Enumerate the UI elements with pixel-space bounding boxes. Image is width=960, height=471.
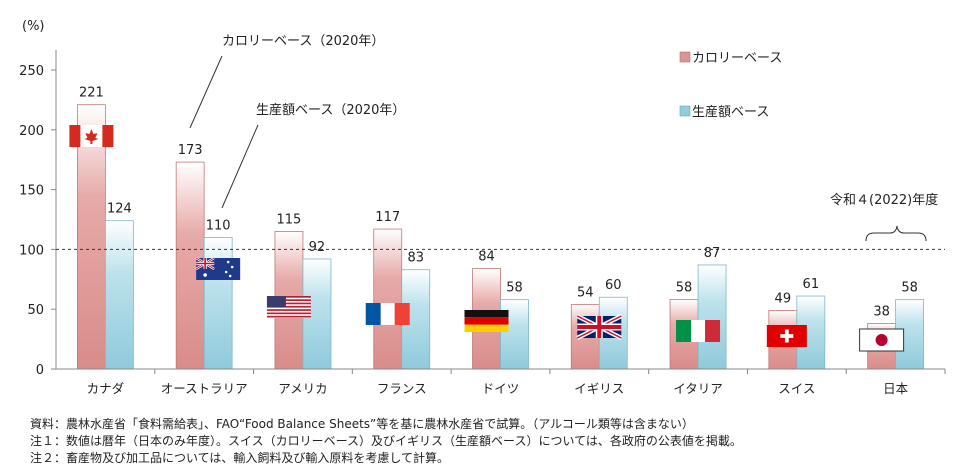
- annotation-calorie: カロリーベース（2020年）: [222, 34, 384, 49]
- food-self-sufficiency-chart: (%) 0 50 100 150 200 250 221 124 173 110 115 92 117…: [19, 19, 946, 396]
- legend-swatch-calorie: [679, 51, 691, 63]
- flag-band: [705, 320, 721, 342]
- stripe: [266, 299, 311, 301]
- x-tick-label: スイス: [778, 381, 815, 396]
- switzerland-flag: [766, 325, 807, 347]
- y-tick-label: 250: [19, 64, 44, 79]
- germany-flag: [464, 310, 509, 332]
- flag-band: [691, 320, 706, 342]
- y-tick-label: 100: [19, 243, 44, 258]
- value-label-calorie: 84: [478, 250, 495, 265]
- flag-band: [676, 320, 692, 342]
- value-label-production: 87: [704, 246, 721, 261]
- x-tick-label: イギリス: [574, 381, 624, 396]
- canada-flag: [69, 125, 114, 147]
- x-labels: カナダ オーストラリア アメリカ フランス ドイツ イギリス イタリア スイス 日本: [87, 369, 946, 396]
- star: [224, 270, 228, 274]
- star: [226, 260, 230, 264]
- uk-flag: [576, 313, 623, 341]
- value-label-calorie: 58: [676, 281, 693, 296]
- value-label-calorie: 115: [277, 212, 302, 227]
- note-1: 注１：数値は暦年（日本のみ年度）。スイス（カロリーベース）及びイギリス（生産額ベ…: [30, 434, 742, 448]
- canton: [266, 296, 286, 308]
- value-label-production: 83: [407, 251, 424, 266]
- bar-calorie: [373, 228, 403, 370]
- value-label-calorie: 117: [375, 210, 400, 225]
- y-tick-label: 200: [19, 124, 44, 139]
- value-labels: 221 124 173 110 115 92 117 83 84 58 54 60 58 87 49 61 38…: [79, 86, 918, 320]
- value-label-production: 92: [309, 240, 326, 255]
- swiss-cross: [780, 329, 794, 343]
- legend-swatch-production: [679, 105, 691, 117]
- y-tick-label: 0: [36, 363, 44, 378]
- value-label-production: 58: [506, 281, 523, 296]
- annotation-calorie-leader: [189, 55, 223, 129]
- value-label-production: 60: [605, 278, 622, 293]
- flag-band: [102, 125, 114, 147]
- flag-band: [69, 125, 81, 147]
- union-cross: [196, 258, 215, 269]
- y-tick-label: 150: [19, 184, 44, 199]
- stripe: [266, 302, 311, 305]
- maple-leaf: [84, 129, 99, 144]
- value-label-calorie: 54: [577, 285, 594, 300]
- stripe: [266, 312, 311, 315]
- annotation-production-leader: [221, 124, 259, 209]
- bar-production: [104, 220, 134, 370]
- stripe: [266, 315, 311, 318]
- value-label-calorie: 38: [873, 305, 890, 320]
- flag-band: [365, 303, 381, 325]
- bar-production: [697, 264, 727, 370]
- flags: [69, 125, 905, 352]
- y-unit-label: (%): [22, 19, 45, 34]
- value-label-production: 124: [107, 202, 132, 217]
- value-label-calorie: 49: [775, 291, 792, 306]
- value-label-production: 110: [206, 218, 231, 233]
- flag-band: [464, 317, 509, 325]
- legend-label-production: 生産額ベース: [692, 104, 769, 120]
- stripe: [266, 296, 311, 298]
- usa-flag: [266, 296, 311, 318]
- legend: カロリーベース 生産額ベース: [679, 51, 782, 120]
- annotation-japan-brace: [865, 225, 927, 242]
- value-label-production: 61: [803, 277, 820, 292]
- flag-band: [464, 310, 509, 318]
- x-tick-label: イタリア: [673, 381, 723, 396]
- flag-band: [464, 324, 509, 332]
- x-tick-label: アメリカ: [278, 381, 327, 396]
- cross: [577, 316, 622, 338]
- france-flag: [365, 303, 410, 325]
- x-tick-label: フランス: [377, 381, 427, 396]
- x-tick-label: オーストラリア: [161, 381, 248, 396]
- annotation-production: 生産額ベース（2020年）: [256, 102, 405, 118]
- value-label-calorie: 173: [178, 143, 203, 158]
- star: [230, 265, 234, 269]
- australia-flag: [195, 256, 241, 280]
- x-tick-label: ドイツ: [482, 381, 520, 396]
- star: [228, 274, 232, 278]
- x-tick-label: 日本: [883, 381, 909, 396]
- annotation-japan: 令和４(2022)年度: [830, 192, 938, 208]
- flag-band: [380, 303, 395, 325]
- value-label-calorie: 221: [79, 86, 104, 101]
- y-axis: 0 50 100 150 200 250: [19, 50, 57, 378]
- note-source: 資料：農林水産省「食料需給表」、FAO“Food Balance Sheets”…: [30, 417, 694, 431]
- note-2: 注２：畜産物及び加工品については、輸入飼料及び輸入原料を考慮して計算。: [30, 451, 450, 465]
- bar-production: [203, 237, 233, 370]
- value-label-production: 58: [901, 281, 918, 296]
- japan-flag: [859, 328, 905, 352]
- footnotes: 資料：農林水産省「食料需給表」、FAO“Food Balance Sheets”…: [30, 416, 955, 467]
- stripe: [266, 305, 311, 308]
- legend-label-calorie: カロリーベース: [692, 51, 782, 66]
- hinomaru: [875, 334, 888, 346]
- stripe: [266, 309, 311, 311]
- star: [203, 273, 207, 277]
- y-tick-label: 50: [27, 303, 44, 318]
- flag-band: [394, 303, 410, 325]
- x-tick-label: カナダ: [87, 381, 125, 396]
- italy-flag: [676, 320, 721, 342]
